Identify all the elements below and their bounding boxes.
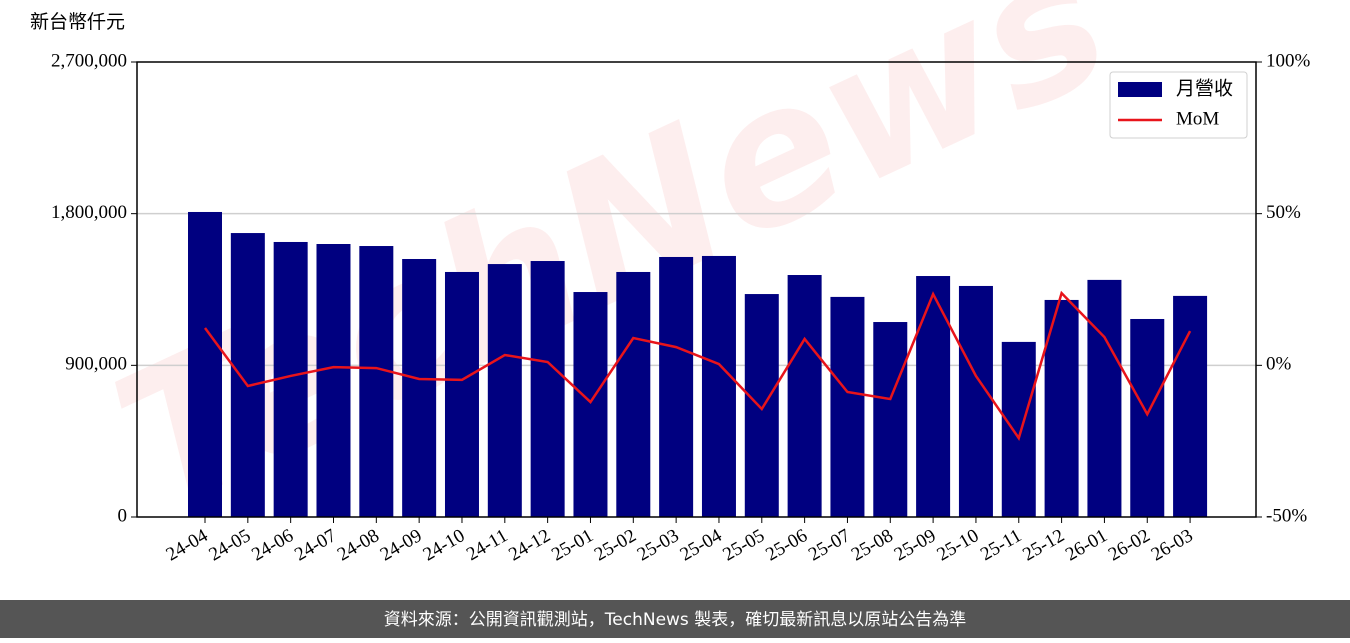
x-tick-label: 24-06 <box>248 525 297 565</box>
x-tick-label: 25-10 <box>934 525 983 565</box>
bar <box>444 271 479 517</box>
legend-swatch <box>1118 82 1162 97</box>
y2-tick-label: 50% <box>1266 202 1301 223</box>
x-tick-label: 25-04 <box>677 525 726 566</box>
legend-label: 月營收 <box>1176 78 1233 100</box>
y2-tick-label: -50% <box>1266 505 1307 526</box>
x-tick-label: 24-08 <box>334 525 383 565</box>
x-tick-label: 25-05 <box>719 525 768 565</box>
x-tick-label: 25-01 <box>548 525 597 565</box>
y-tick-label: 2,700,000 <box>51 50 127 71</box>
y-tick-label: 0 <box>118 505 128 526</box>
bar <box>188 211 222 517</box>
x-tick-label: 26-01 <box>1062 525 1111 565</box>
bar <box>916 276 951 517</box>
plot-frame <box>136 61 1257 518</box>
y-tick-label: 900,000 <box>65 354 127 375</box>
bar <box>1087 279 1122 517</box>
y2-tick-label: 100% <box>1266 50 1311 71</box>
x-tick-label: 25-02 <box>591 525 640 565</box>
x-tick-label: 26-03 <box>1148 525 1197 565</box>
bar <box>701 255 736 517</box>
bar <box>1044 299 1079 517</box>
x-tick-label: 25-07 <box>805 525 854 565</box>
x-tick-label: 24-09 <box>377 525 426 565</box>
x-tick-label: 24-11 <box>463 525 511 565</box>
bar <box>530 261 565 517</box>
y-axis-label: 新台幣仟元 <box>30 11 125 33</box>
bar <box>1130 318 1165 517</box>
bar <box>659 256 694 517</box>
footer-text: 資料來源：公開資訊觀測站，TechNews 製表，確切最新訊息以原站公告為準 <box>384 610 966 630</box>
bar <box>1001 341 1036 517</box>
line <box>203 290 1192 441</box>
bar <box>787 275 822 517</box>
x-tick-label: 24-10 <box>420 525 469 565</box>
x-tick-label: 24-07 <box>291 525 340 565</box>
x-tick-label: 25-12 <box>1019 525 1068 565</box>
bar <box>573 292 608 517</box>
bar <box>1173 295 1208 517</box>
bar <box>830 296 865 517</box>
bar <box>616 271 651 517</box>
footer-band <box>0 600 1350 638</box>
bar <box>958 285 993 517</box>
bar <box>873 322 908 517</box>
bar <box>230 233 265 517</box>
bar <box>402 258 437 517</box>
x-tick-label: 24-12 <box>505 525 554 565</box>
bar <box>744 294 779 517</box>
legend-label: MoM <box>1176 108 1219 129</box>
x-tick-label: 25-11 <box>977 525 1025 565</box>
bar <box>487 264 522 517</box>
x-tick-label: 25-08 <box>848 525 897 565</box>
x-tick-label: 25-06 <box>762 525 811 565</box>
bar <box>359 246 394 517</box>
y2-tick-label: 0% <box>1266 354 1292 375</box>
x-tick-label: 25-03 <box>634 525 683 565</box>
bar <box>316 244 351 517</box>
x-tick-label: 25-09 <box>891 525 940 565</box>
x-tick-label: 26-02 <box>1105 525 1154 565</box>
y-tick-label: 1,800,000 <box>51 202 127 223</box>
